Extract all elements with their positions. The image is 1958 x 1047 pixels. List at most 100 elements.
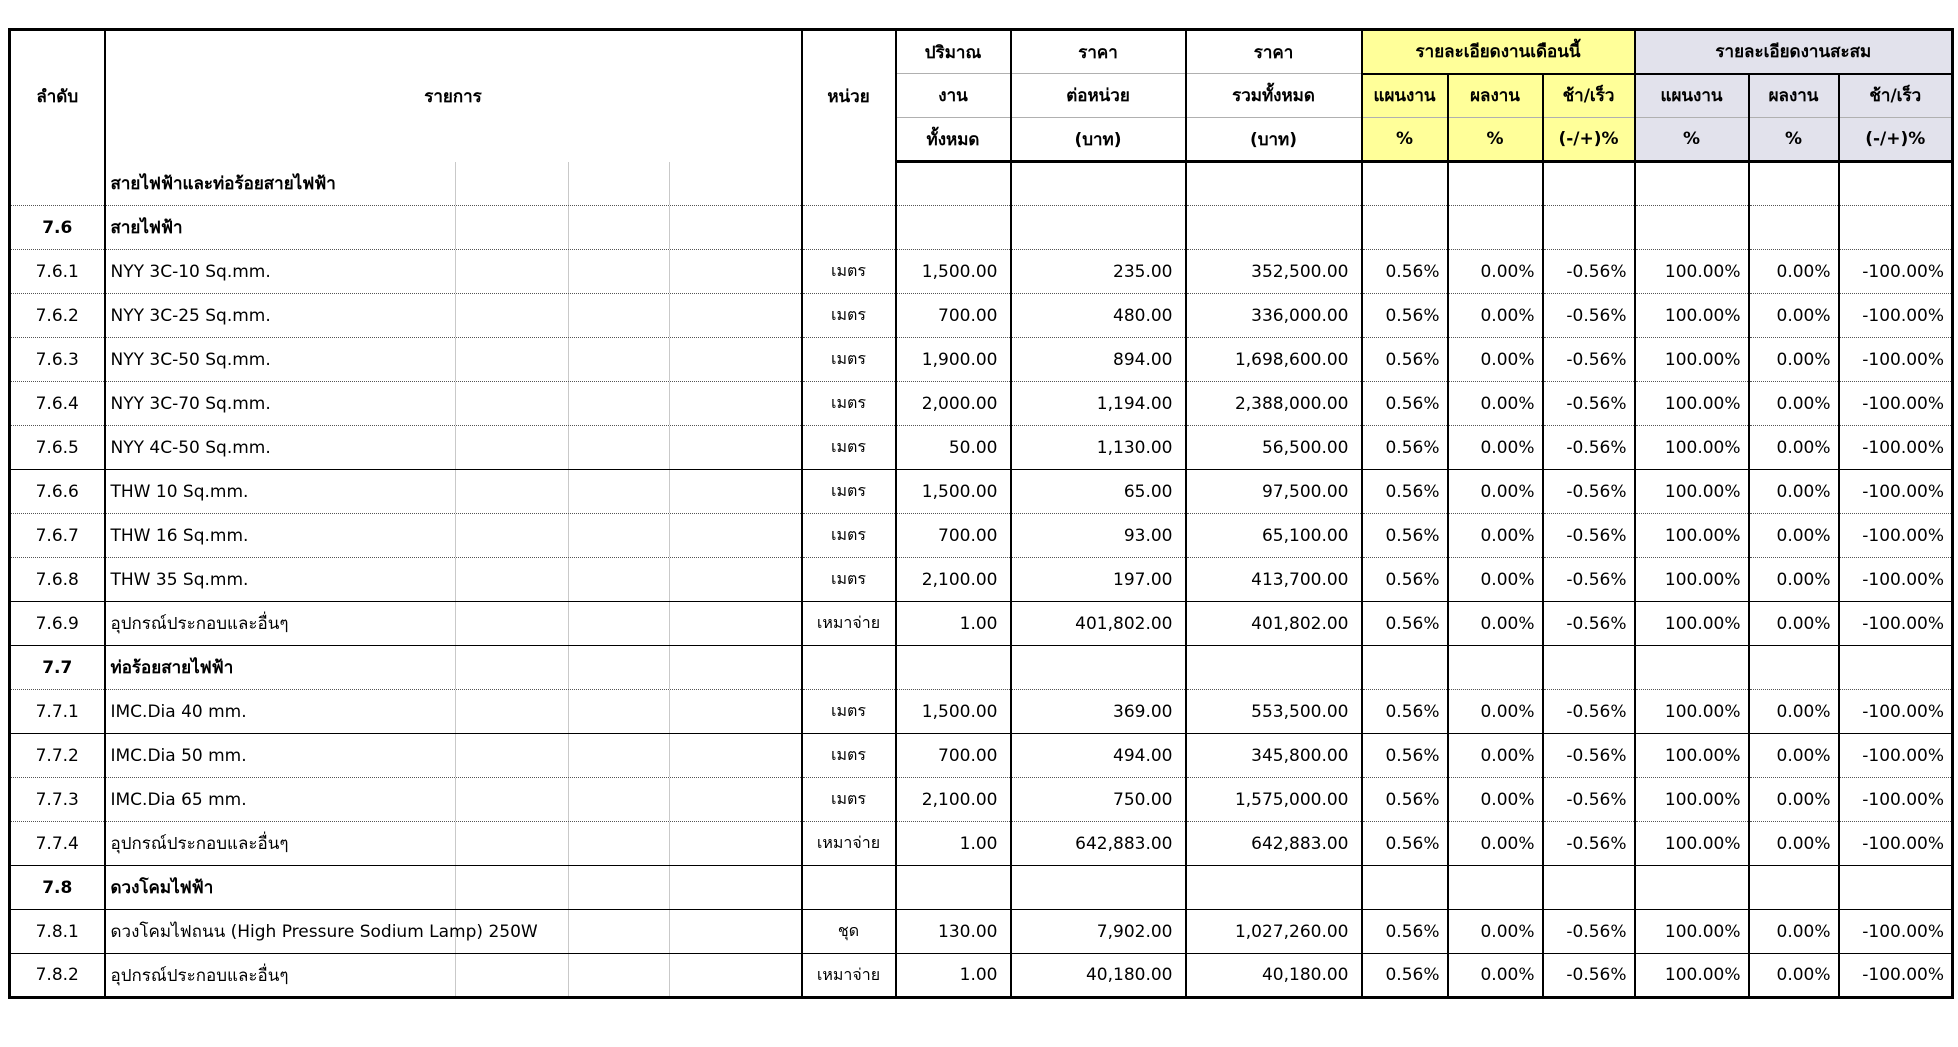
col-header-cum-diff: ช้า/เร็ว: [1837, 73, 1954, 118]
row-month-plan-cell: [1360, 205, 1449, 250]
row-cum-diff-cell: -100.00%: [1837, 249, 1954, 294]
row-unit-price-cell: 494.00: [1009, 733, 1187, 778]
table-row: 7.6 สายไฟฟ้า: [8, 205, 1954, 250]
group-header-month: รายละเอียดงานเดือนนี้: [1360, 29, 1636, 75]
row-no-cell: 7.7.2: [8, 733, 106, 778]
row-total-price-cell: [1184, 865, 1363, 910]
col-header-cum-plan-pct: %: [1633, 117, 1750, 163]
row-item-cell: สายไฟฟ้าและท่อร้อยสายไฟฟ้า: [103, 161, 803, 206]
row-month-actual-cell: 0.00%: [1446, 249, 1544, 294]
row-cum-diff-cell: -100.00%: [1837, 381, 1954, 426]
row-item-cell: IMC.Dia 65 mm.: [103, 777, 803, 822]
row-cum-plan-cell: [1633, 865, 1750, 910]
row-total-price-cell: 1,027,260.00: [1184, 909, 1363, 954]
table-body: สายไฟฟ้าและท่อร้อยสายไฟฟ้า 7.6 สายไฟฟ้า 7.6…: [8, 161, 1954, 998]
row-cum-diff-cell: [1837, 865, 1954, 910]
row-unit-price-cell: 1,130.00: [1009, 425, 1187, 470]
row-cum-diff-cell: -100.00%: [1837, 689, 1954, 734]
table-row: 7.7.2 IMC.Dia 50 mm. เมตร 700.00 494.00 345,8…: [8, 733, 1954, 778]
row-month-diff-cell: [1541, 205, 1636, 250]
table-row: 7.8 ดวงโคมไฟฟ้า: [8, 865, 1954, 910]
row-month-actual-cell: 0.00%: [1446, 557, 1544, 602]
row-cum-actual-cell: [1747, 865, 1840, 910]
row-qty-cell: 2,100.00: [894, 777, 1012, 822]
table-row: 7.6.5 NYY 4C-50 Sq.mm. เมตร 50.00 1,130.00 56…: [8, 425, 1954, 470]
row-cum-diff-cell: -100.00%: [1837, 337, 1954, 382]
header-row-1: ลำดับ รายการ หน่วย ปริมาณ ราคา ราคา รายล…: [8, 29, 1954, 162]
row-month-plan-cell: [1360, 645, 1449, 690]
row-cum-plan-cell: 100.00%: [1633, 381, 1750, 426]
row-month-actual-cell: 0.00%: [1446, 513, 1544, 558]
table-row: 7.6.6 THW 10 Sq.mm. เมตร 1,500.00 65.00 97,50…: [8, 469, 1954, 514]
row-month-plan-cell: 0.56%: [1360, 469, 1449, 514]
row-cum-actual-cell: 0.00%: [1747, 909, 1840, 954]
table-row: 7.8.2 อุปกรณ์ประกอบและอื่นๆ เหมาจ่าย 1.00 40…: [8, 953, 1954, 998]
row-month-plan-cell: 0.56%: [1360, 557, 1449, 602]
row-month-diff-cell: -0.56%: [1541, 557, 1636, 602]
row-item-cell: NYY 3C-25 Sq.mm.: [103, 293, 803, 338]
row-cum-plan-cell: [1633, 205, 1750, 250]
row-month-diff-cell: -0.56%: [1541, 733, 1636, 778]
row-month-actual-cell: 0.00%: [1446, 689, 1544, 734]
row-total-price-cell: 40,180.00: [1184, 953, 1363, 998]
row-cum-plan-cell: [1633, 161, 1750, 206]
row-cum-actual-cell: [1747, 161, 1840, 206]
row-month-diff-cell: -0.56%: [1541, 293, 1636, 338]
col-header-month-actual: ผลงาน: [1446, 73, 1544, 118]
row-item-cell: อุปกรณ์ประกอบและอื่นๆ: [103, 601, 803, 646]
row-qty-cell: 1,500.00: [894, 469, 1012, 514]
row-unit-price-cell: 93.00: [1009, 513, 1187, 558]
row-month-plan-cell: [1360, 865, 1449, 910]
row-cum-plan-cell: 100.00%: [1633, 821, 1750, 866]
row-cum-actual-cell: [1747, 205, 1840, 250]
row-qty-cell: [894, 645, 1012, 690]
row-unit-price-cell: 480.00: [1009, 293, 1187, 338]
col-header-qty-line2: งาน: [894, 73, 1012, 118]
row-no-cell: 7.6.5: [8, 425, 106, 470]
row-cum-actual-cell: 0.00%: [1747, 513, 1840, 558]
row-cum-plan-cell: 100.00%: [1633, 601, 1750, 646]
row-unit-price-cell: 1,194.00: [1009, 381, 1187, 426]
row-unit-cell: เหมาจ่าย: [800, 821, 897, 866]
row-total-price-cell: 413,700.00: [1184, 557, 1363, 602]
table-row: 7.7.1 IMC.Dia 40 mm. เมตร 1,500.00 369.00 553…: [8, 689, 1954, 734]
row-month-diff-cell: -0.56%: [1541, 381, 1636, 426]
row-cum-diff-cell: [1837, 645, 1954, 690]
row-item-cell: THW 16 Sq.mm.: [103, 513, 803, 558]
row-month-diff-cell: -0.56%: [1541, 513, 1636, 558]
row-total-price-cell: 1,575,000.00: [1184, 777, 1363, 822]
row-cum-actual-cell: 0.00%: [1747, 953, 1840, 998]
row-month-plan-cell: 0.56%: [1360, 909, 1449, 954]
row-unit-price-cell: 40,180.00: [1009, 953, 1187, 998]
row-cum-actual-cell: 0.00%: [1747, 249, 1840, 294]
col-header-cum-actual-pct: %: [1747, 117, 1840, 163]
row-cum-diff-cell: -100.00%: [1837, 513, 1954, 558]
row-no-cell: 7.6.9: [8, 601, 106, 646]
col-header-unit-price-line1: ราคา: [1009, 29, 1187, 74]
row-unit-price-cell: [1009, 205, 1187, 250]
row-unit-price-cell: 65.00: [1009, 469, 1187, 514]
row-month-diff-cell: -0.56%: [1541, 689, 1636, 734]
row-item-cell: ดวงโคมไฟถนน (High Pressure Sodium Lamp) …: [103, 909, 803, 954]
col-header-total-price-line1: ราคา: [1184, 29, 1363, 74]
row-item-cell: NYY 3C-10 Sq.mm.: [103, 249, 803, 294]
row-cum-actual-cell: 0.00%: [1747, 293, 1840, 338]
row-cum-actual-cell: 0.00%: [1747, 381, 1840, 426]
col-header-unit-price-line3: (บาท): [1009, 117, 1187, 163]
row-unit-price-cell: 401,802.00: [1009, 601, 1187, 646]
row-qty-cell: 1,500.00: [894, 689, 1012, 734]
row-qty-cell: 1,900.00: [894, 337, 1012, 382]
row-total-price-cell: [1184, 645, 1363, 690]
row-no-cell: 7.8: [8, 865, 106, 910]
table-header: ลำดับ รายการ หน่วย ปริมาณ ราคา ราคา รายล…: [8, 29, 1954, 163]
row-total-price-cell: 97,500.00: [1184, 469, 1363, 514]
row-unit-cell: เหมาจ่าย: [800, 953, 897, 998]
row-unit-cell: [800, 161, 897, 206]
row-qty-cell: 700.00: [894, 513, 1012, 558]
row-month-plan-cell: 0.56%: [1360, 513, 1449, 558]
row-cum-diff-cell: [1837, 161, 1954, 206]
row-unit-price-cell: 197.00: [1009, 557, 1187, 602]
row-cum-plan-cell: 100.00%: [1633, 249, 1750, 294]
col-header-no: ลำดับ: [8, 29, 106, 162]
row-month-actual-cell: 0.00%: [1446, 337, 1544, 382]
